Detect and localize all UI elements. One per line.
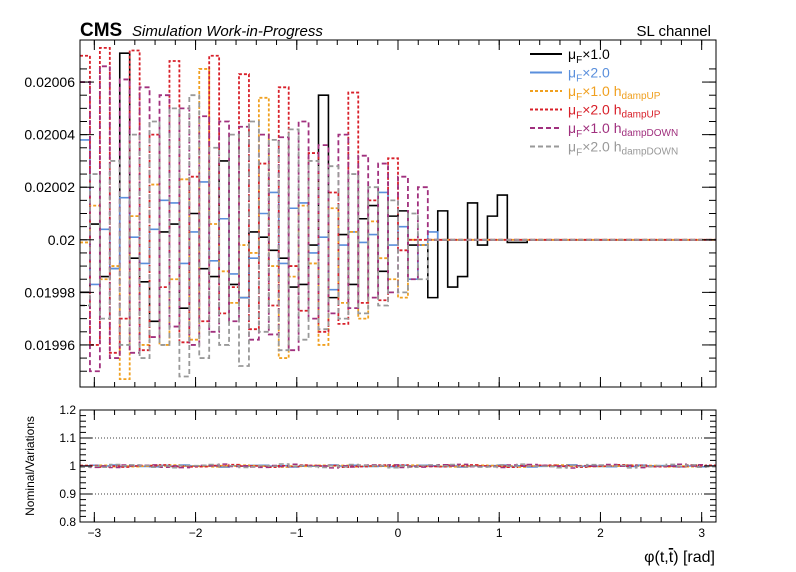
bottom-panel: 0.8 0.9 1 1.1 1.2 −3 −2 −1 0 1 2 3 Nominal/Variatio…: [23, 403, 717, 566]
ratio-ytick-label-2: 1: [69, 459, 76, 473]
legend-label-4: μF×1.0 hdampDOWN: [568, 120, 678, 140]
legend-label-mu: μ: [568, 139, 576, 155]
legend-label-mu: μ: [568, 46, 576, 62]
legend-label-3: μF×2.0 hdampUP: [568, 102, 661, 122]
legend-label-tail: ×1.0: [582, 46, 610, 62]
legend-label-sub: F: [576, 129, 582, 140]
x-axis-label-tail: ) [rad]: [673, 549, 715, 566]
legend-label-sub: F: [576, 148, 582, 159]
status-label: Simulation Work-in-Progress: [132, 23, 323, 40]
ratio-xtick-label-5: 2: [597, 526, 604, 540]
legend-label-sub2: dampUP: [622, 110, 661, 121]
top-ytick-label-2: 0.02: [48, 232, 75, 248]
top-axes: 0.01996 0.01998 0.02 0.02002 0.02004 0.02006: [24, 40, 716, 387]
legend-label-sub: F: [576, 111, 582, 122]
top-frame: [79, 39, 717, 388]
legend-label-tail: ×2.0 h: [582, 139, 621, 155]
legend-label-sub: F: [576, 74, 582, 85]
top-series-group: [80, 46, 716, 381]
ratio-xtick-label-6: 3: [698, 526, 705, 540]
x-axis-label-bar: t: [669, 549, 674, 566]
top-panel: 0.01996 0.01998 0.02 0.02002 0.02004 0.02006: [24, 39, 717, 388]
ratio-xtick-label-3: 0: [395, 526, 402, 540]
legend-label-tail: ×1.0 h: [582, 83, 621, 99]
top-ytick-label-5: 0.02006: [24, 74, 75, 90]
ratio-xtick-label-4: 1: [496, 526, 503, 540]
bottom-frame: [79, 409, 717, 523]
x-axis-label: φ(t,t) [rad]: [644, 549, 715, 566]
legend-label-sub2: dampUP: [622, 91, 661, 102]
legend-label-1: μF×2.0: [568, 65, 610, 85]
top-ytick-label-0: 0.01996: [24, 337, 75, 353]
legend-label-sub2: dampDOWN: [622, 147, 679, 158]
ratio-ytick-label-0: 0.8: [59, 515, 76, 529]
top-ytick-label-4: 0.02004: [24, 127, 75, 143]
legend-label-mu: μ: [568, 65, 576, 81]
legend-label-0: μF×1.0: [568, 46, 610, 66]
cms-label: CMS: [80, 20, 122, 41]
ratio-y-label: Nominal/Variations: [23, 416, 37, 516]
ratio-ytick-label-3: 1.1: [59, 431, 76, 445]
bottom-axes: 0.8 0.9 1 1.1 1.2 −3 −2 −1 0 1 2 3: [59, 403, 716, 540]
legend-label-sub2: dampDOWN: [622, 128, 679, 139]
ratio-xtick-label-0: −3: [87, 526, 101, 540]
x-axis-label-main: φ(t,: [644, 549, 669, 566]
ratio-xtick-label-1: −2: [189, 526, 203, 540]
legend-label-tail: ×2.0: [582, 65, 610, 81]
ratio-series-4: [80, 463, 716, 469]
legend-label-mu: μ: [568, 120, 576, 136]
legend-label-sub: F: [576, 55, 582, 66]
legend-label-tail: ×1.0 h: [582, 120, 621, 136]
top-series-5: [80, 94, 716, 378]
legend-label-mu: μ: [568, 102, 576, 118]
legend-label-2: μF×1.0 hdampUP: [568, 83, 661, 103]
top-series-2: [80, 68, 716, 381]
legend-label-sub: F: [576, 92, 582, 103]
legend-label-tail: ×2.0 h: [582, 102, 621, 118]
ratio-series-3: [80, 463, 716, 469]
ratio-xtick-label-2: −1: [290, 526, 304, 540]
ratio-series-group: [80, 463, 716, 469]
top-ytick-label-3: 0.02002: [24, 179, 75, 195]
legend-label-5: μF×2.0 hdampDOWN: [568, 139, 678, 159]
legend-label-mu: μ: [568, 83, 576, 99]
channel-label: SL channel: [636, 23, 711, 40]
ratio-ytick-label-4: 1.2: [59, 403, 76, 417]
top-ytick-label-1: 0.01998: [24, 284, 75, 300]
ratio-ytick-label-1: 0.9: [59, 487, 76, 501]
